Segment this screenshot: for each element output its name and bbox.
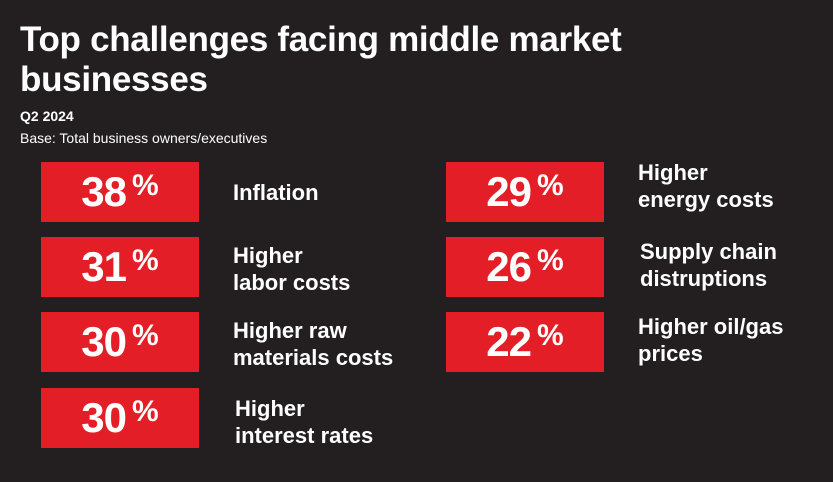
value-label: 29 bbox=[486, 168, 532, 215]
chart-title: Top challenges facing middle market busi… bbox=[20, 20, 622, 99]
value-label: 22 bbox=[486, 318, 532, 365]
percent-sign: % bbox=[132, 395, 159, 428]
percent-sign: % bbox=[132, 244, 159, 277]
value-box: 38% bbox=[41, 162, 199, 222]
value-label: 26 bbox=[486, 243, 532, 290]
value-label: 30 bbox=[81, 318, 127, 365]
category-label: Higher interest rates bbox=[235, 396, 374, 448]
category-label: Higher energy costs bbox=[638, 160, 774, 212]
value-box: 30% bbox=[41, 312, 199, 372]
percent-sign: % bbox=[537, 244, 564, 277]
category-label: Supply chain distruptions bbox=[640, 239, 777, 291]
percent-sign: % bbox=[132, 319, 159, 352]
value-label: 31 bbox=[81, 243, 127, 290]
chart-subtitle: Q2 2024 bbox=[20, 108, 74, 124]
value-box: 29% bbox=[446, 162, 604, 222]
value-box: 31% bbox=[41, 237, 199, 297]
percent-sign: % bbox=[537, 319, 564, 352]
category-label: Higher labor costs bbox=[233, 243, 351, 295]
category-label: Higher raw materials costs bbox=[233, 318, 394, 370]
value-label: 38 bbox=[81, 168, 127, 215]
base-note: Base: Total business owners/executives bbox=[20, 130, 268, 146]
category-label: Inflation bbox=[233, 179, 319, 205]
value-label: 30 bbox=[81, 394, 127, 441]
percent-sign: % bbox=[132, 169, 159, 202]
value-box: 26% bbox=[446, 237, 604, 297]
value-box: 22% bbox=[446, 312, 604, 372]
category-label: Higher oil/gas prices bbox=[638, 314, 784, 366]
value-box: 30% bbox=[41, 388, 199, 448]
percent-sign: % bbox=[537, 169, 564, 202]
